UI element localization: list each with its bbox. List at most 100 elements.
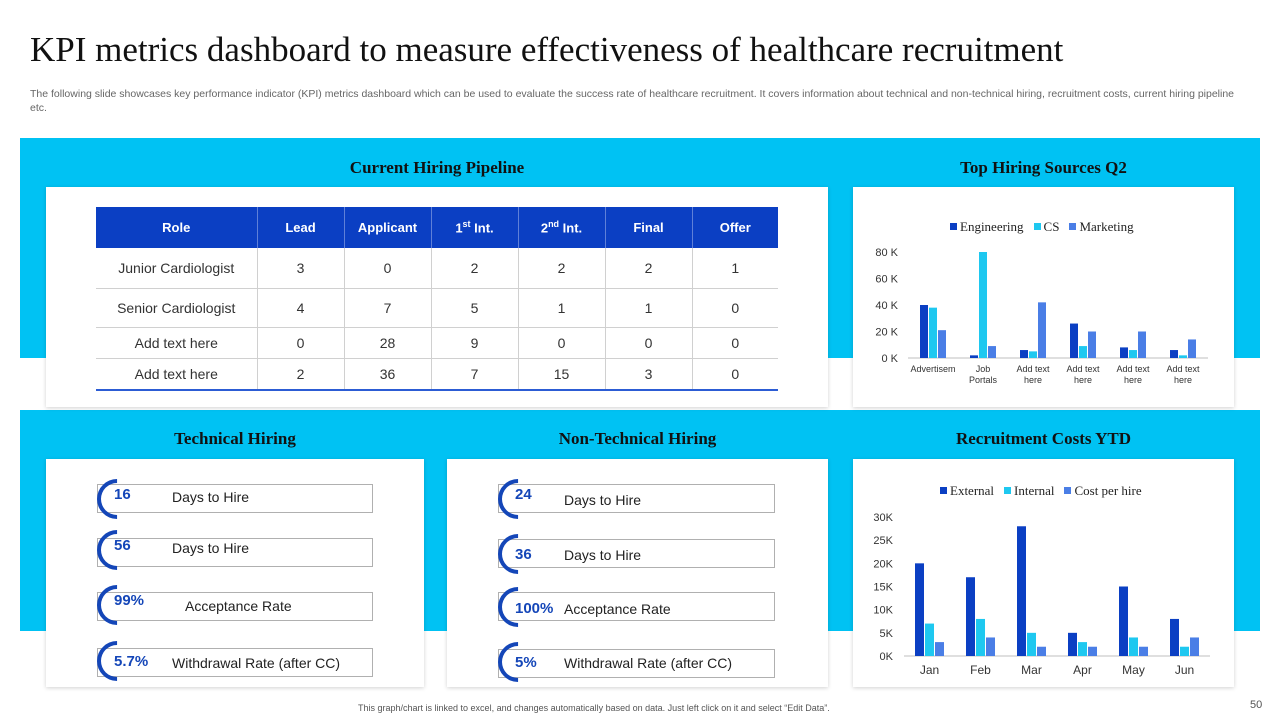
table-cell: Junior Cardiologist xyxy=(96,248,258,289)
legend-swatch xyxy=(950,223,957,230)
table-cell: 7 xyxy=(344,288,432,328)
kpi-item: 5% Withdrawal Rate (after CC) xyxy=(489,633,775,691)
legend-item: Cost per hire xyxy=(1064,483,1142,499)
pipeline-table: Role Lead Applicant 1st Int. 2nd Int. Fi… xyxy=(96,207,778,391)
kpi-box xyxy=(498,484,775,513)
kpi-item: 56 Days to Hire xyxy=(88,521,373,579)
technical-title: Technical Hiring xyxy=(174,429,296,448)
table-cell: 0 xyxy=(344,248,432,289)
kpi-label: Acceptance Rate xyxy=(564,601,671,617)
table-cell: 0 xyxy=(692,358,778,391)
kpi-label: Acceptance Rate xyxy=(185,598,292,614)
legend-label: CS xyxy=(1043,219,1060,234)
table-cell: Senior Cardiologist xyxy=(96,288,258,328)
table-cell: 28 xyxy=(344,327,432,359)
kpi-value: 24 xyxy=(515,486,532,503)
kpi-item: 99% Acceptance Rate xyxy=(88,576,373,634)
table-cell: 36 xyxy=(344,358,432,391)
table-cell: 1 xyxy=(518,288,606,328)
table-cell: 9 xyxy=(431,327,519,359)
kpi-value: 16 xyxy=(114,486,131,503)
header-final: Final xyxy=(605,207,693,248)
kpi-box xyxy=(498,539,775,568)
table-cell: Add text here xyxy=(96,327,258,359)
legend-item: Marketing xyxy=(1069,219,1134,235)
legend-swatch xyxy=(1069,223,1077,230)
legend-item: Internal xyxy=(1004,483,1054,499)
legend-item: Engineering xyxy=(950,219,1024,235)
kpi-item: 5.7% Withdrawal Rate (after CC) xyxy=(88,632,373,690)
kpi-value: 5.7% xyxy=(114,653,149,670)
kpi-value: 36 xyxy=(515,546,532,563)
non-technical-title: Non-Technical Hiring xyxy=(558,429,717,448)
table-cell: 4 xyxy=(257,288,345,328)
kpi-value: 56 xyxy=(114,537,131,554)
kpi-value: 5% xyxy=(515,654,537,671)
kpi-label: Days to Hire xyxy=(172,540,250,556)
costs-legend: External Internal Cost per hire xyxy=(940,483,1142,499)
costs-title: Recruitment Costs YTD xyxy=(955,429,1131,448)
legend-label: Internal xyxy=(1014,483,1055,498)
kpi-box xyxy=(97,484,373,513)
legend-label: Marketing xyxy=(1079,219,1134,234)
pipeline-title: Current Hiring Pipeline xyxy=(349,158,525,177)
sources-legend: Engineering CS Marketing xyxy=(950,219,1134,235)
footer-note: This graph/chart is linked to excel, and… xyxy=(358,703,830,713)
header-lead: Lead xyxy=(257,207,345,248)
legend-swatch xyxy=(1064,487,1072,494)
table-row: Add text here 0 28 9 0 0 0 xyxy=(96,327,778,359)
page-subtitle: The following slide showcases key perfor… xyxy=(30,88,1235,114)
table-cell: 0 xyxy=(692,288,778,328)
header-role: Role xyxy=(96,207,258,248)
table-cell: 1 xyxy=(692,248,778,289)
table-cell: 3 xyxy=(257,248,345,289)
legend-swatch xyxy=(940,487,947,494)
header-offer: Offer xyxy=(692,207,778,248)
kpi-value: 100% xyxy=(515,600,554,617)
kpi-box xyxy=(97,538,373,567)
kpi-box xyxy=(97,648,373,677)
legend-label: Cost per hire xyxy=(1074,483,1142,498)
header-applicant: Applicant xyxy=(344,207,432,248)
kpi-label: Days to Hire xyxy=(564,547,642,563)
table-cell: 0 xyxy=(605,327,693,359)
kpi-value: 99% xyxy=(114,592,145,609)
legend-swatch xyxy=(1033,223,1041,230)
header-first-interview: 1st Int. xyxy=(431,207,519,248)
kpi-box xyxy=(498,649,775,678)
table-cell: 0 xyxy=(257,327,345,359)
kpi-box xyxy=(498,592,775,621)
table-cell: 15 xyxy=(518,358,606,391)
table-row: Junior Cardiologist 3 0 2 2 2 1 xyxy=(96,248,778,289)
kpi-item: 24 Days to Hire xyxy=(489,470,775,528)
kpi-label: Withdrawal Rate (after CC) xyxy=(564,655,733,671)
page-number: 50 xyxy=(1250,699,1263,711)
kpi-box xyxy=(97,592,373,621)
table-cell: 0 xyxy=(692,327,778,359)
legend-item: External xyxy=(940,483,994,499)
kpi-item: 100% Acceptance Rate xyxy=(489,578,775,636)
page-title: KPI metrics dashboard to measure effecti… xyxy=(30,30,1064,69)
kpi-item: 36 Days to Hire xyxy=(489,525,775,583)
kpi-item: 16 Days to Hire xyxy=(88,470,373,528)
table-cell: 7 xyxy=(431,358,519,391)
header-second-interview: 2nd Int. xyxy=(518,207,606,248)
legend-label: Engineering xyxy=(960,219,1024,234)
legend-label: External xyxy=(950,483,995,498)
table-cell: Add text here xyxy=(96,358,258,391)
table-cell: 2 xyxy=(605,248,693,289)
table-cell: 5 xyxy=(431,288,519,328)
legend-item: CS xyxy=(1033,219,1060,235)
legend-swatch xyxy=(1004,487,1012,494)
pipeline-header-row: Role Lead Applicant 1st Int. 2nd Int. Fi… xyxy=(96,207,778,248)
table-cell: 3 xyxy=(605,358,693,391)
table-row: Senior Cardiologist 4 7 5 1 1 0 xyxy=(96,288,778,328)
sources-card xyxy=(853,187,1234,407)
table-cell: 1 xyxy=(605,288,693,328)
kpi-label: Days to Hire xyxy=(172,489,250,505)
kpi-label: Withdrawal Rate (after CC) xyxy=(172,655,341,671)
sources-title: Top Hiring Sources Q2 xyxy=(960,158,1127,177)
table-cell: 2 xyxy=(518,248,606,289)
table-cell: 2 xyxy=(431,248,519,289)
table-row: Add text here 2 36 7 15 3 0 xyxy=(96,358,778,391)
